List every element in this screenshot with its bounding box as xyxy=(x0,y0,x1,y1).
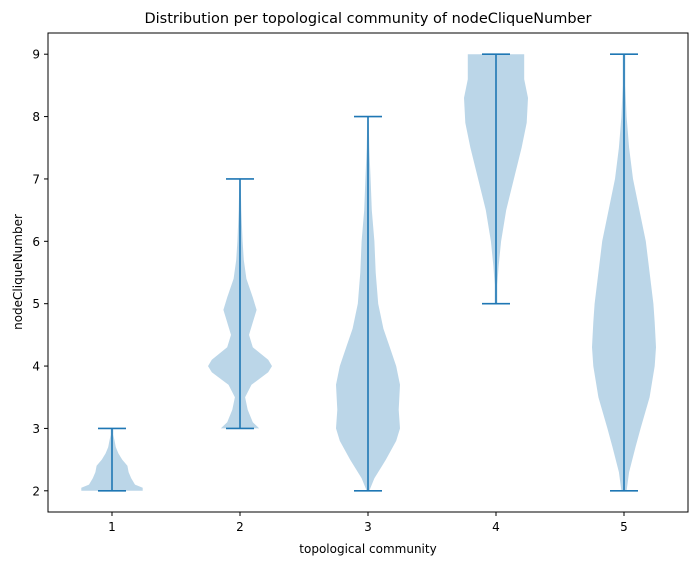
y-axis-ticks: 2 3 4 5 6 7 8 9 xyxy=(32,48,48,498)
y-tick-label: 9 xyxy=(32,48,40,62)
y-tick-label: 5 xyxy=(32,297,40,311)
y-axis-label: nodeCliqueNumber xyxy=(11,214,25,330)
y-tick-label: 3 xyxy=(32,422,40,436)
x-tick-label: 5 xyxy=(620,520,628,534)
x-tick-label: 2 xyxy=(236,520,244,534)
chart-title: Distribution per topological community o… xyxy=(144,11,591,27)
y-tick-label: 7 xyxy=(32,172,40,186)
x-tick-label: 4 xyxy=(492,520,500,534)
y-tick-label: 4 xyxy=(32,360,40,374)
x-tick-label: 3 xyxy=(364,520,372,534)
x-tick-label: 1 xyxy=(108,520,116,534)
x-axis-label: topological community xyxy=(299,542,436,556)
violin-stat-lines xyxy=(98,53,638,492)
x-axis-ticks: 1 2 3 4 5 xyxy=(108,512,628,534)
y-tick-label: 8 xyxy=(32,110,40,124)
y-tick-label: 2 xyxy=(32,484,40,498)
y-tick-label: 6 xyxy=(32,235,40,249)
